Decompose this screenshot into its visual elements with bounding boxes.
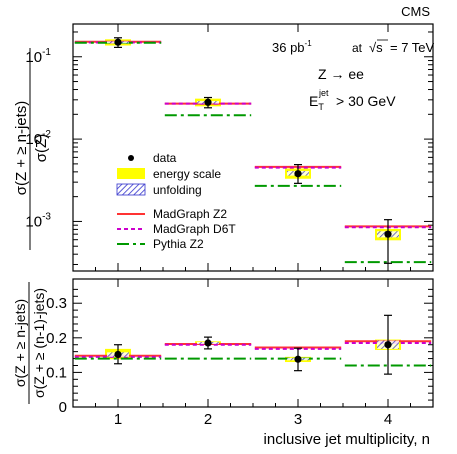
legend-energy-scale-swatch: [117, 168, 145, 179]
data-point: [204, 98, 212, 106]
data-point: [114, 38, 122, 46]
et-cut-annotation: ET jet > 30 GeV: [309, 88, 396, 112]
et-main: E: [309, 93, 318, 109]
top-ylabel-numerator: σ(Z + ≥ n-jets): [13, 101, 30, 196]
cms-label: CMS: [401, 4, 430, 19]
legend-label: data: [153, 151, 177, 165]
top-plot-area: 10-310-210-1: [25, 24, 434, 271]
xtick-label: 1: [114, 411, 122, 428]
lumi-value: 36 pb: [272, 40, 305, 55]
xtick-label: 3: [294, 411, 302, 428]
svg-text:ET: ET: [309, 93, 324, 112]
top-ylabel-denominator: σ(Z): [33, 134, 50, 162]
legend-label: MadGraph D6T: [153, 222, 236, 236]
data-point: [294, 170, 302, 178]
lumi-annotation: 36 pb-1 at √s = 7 TeV: [272, 39, 435, 55]
ytick-label: 0.3: [46, 295, 67, 312]
data-point: [384, 341, 392, 349]
legend: data energy scale unfolding MadGraph Z2MadG…: [116, 151, 236, 251]
energy-text: = 7 TeV: [390, 40, 435, 55]
data-point: [384, 230, 392, 238]
channel-annotation: Z → ee: [318, 66, 364, 82]
legend-label: Pythia Z2: [153, 237, 204, 251]
lumi-at-text: at: [352, 41, 363, 55]
xaxis-label: inclusive jet multiplicity, n: [264, 431, 430, 448]
bottom-panel: 0 0.1 0.2 0.3 1 2 3 4 σ(Z + ≥ n-jets) σ(Z + ≥ (…: [12, 278, 434, 448]
legend-label: unfolding: [153, 183, 202, 197]
bottom-ylabel-numerator: σ(Z + ≥ n-jets): [12, 299, 28, 387]
ytick-label: 10-1: [25, 47, 51, 66]
ytick-label: 0: [59, 399, 67, 416]
et-subscript: T: [318, 102, 324, 112]
legend-label: energy scale: [153, 167, 221, 181]
lumi-unit-exponent: -1: [305, 39, 313, 48]
legend-unfolding-swatch: [116, 183, 146, 196]
data-point: [204, 339, 212, 347]
ytick-label: 0.2: [46, 330, 67, 347]
top-panel-frame: [72, 23, 434, 272]
legend-data-marker: [128, 155, 134, 161]
bottom-panel-frame: [72, 278, 434, 408]
et-cut-value: > 30 GeV: [336, 93, 396, 109]
legend-label: MadGraph Z2: [153, 207, 227, 221]
sqrt-s-text: √s: [369, 40, 383, 55]
xtick-label: 4: [384, 411, 392, 428]
xtick-label: 2: [204, 411, 212, 428]
et-superscript: jet: [318, 88, 329, 98]
ytick-label: 0.1: [46, 364, 67, 381]
bottom-plot-area: 0 0.1 0.2 0.3 1 2 3 4: [46, 279, 434, 428]
data-point: [294, 355, 302, 363]
svg-text:36 pb-1: 36 pb-1: [272, 39, 312, 55]
ytick-label: 10-3: [25, 211, 51, 230]
bottom-ylabel-denominator: σ(Z + ≥ (n-1)-jets): [31, 288, 47, 398]
top-panel: 10-310-210-1 σ(Z + ≥ n-jets) σ(Z) 36 pb-…: [13, 23, 435, 272]
data-point: [114, 350, 122, 359]
